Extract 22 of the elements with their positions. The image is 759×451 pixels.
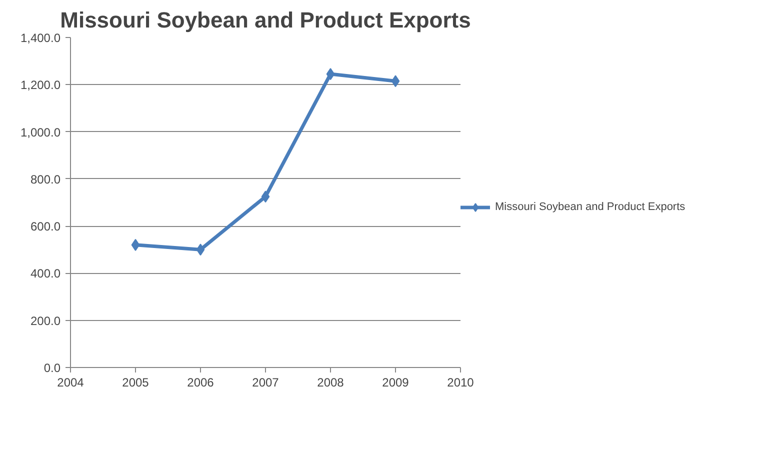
y-tick-label: 1,400.0 [20,31,61,45]
y-tick-label: 800.0 [30,172,61,186]
point [196,244,205,256]
y-tick-label: 200.0 [30,314,61,328]
x-tick-label: 2007 [252,376,280,390]
y-tick-label: 0.0 [44,361,61,375]
chart-title: Missouri Soybean and Product Exports [60,8,471,32]
point [326,68,335,80]
point [131,238,140,251]
y-tick-label: 600.0 [30,220,61,234]
legend-label: Missouri Soybean and Product Exports [495,201,686,213]
x-tick-label: 2006 [187,376,214,390]
x-tick-label: 2008 [317,376,344,390]
x-tick-label: 2009 [382,376,410,390]
x-tick-label: 2004 [57,376,84,390]
x-tick-label: 2005 [122,376,150,390]
y-tick-label: 1,000.0 [20,125,61,140]
y-tick-label: 1,200.0 [20,78,61,92]
point [391,75,400,88]
y-tick-label: 400.0 [30,266,61,281]
x-tick-label: 2010 [447,376,474,390]
point [261,190,270,203]
